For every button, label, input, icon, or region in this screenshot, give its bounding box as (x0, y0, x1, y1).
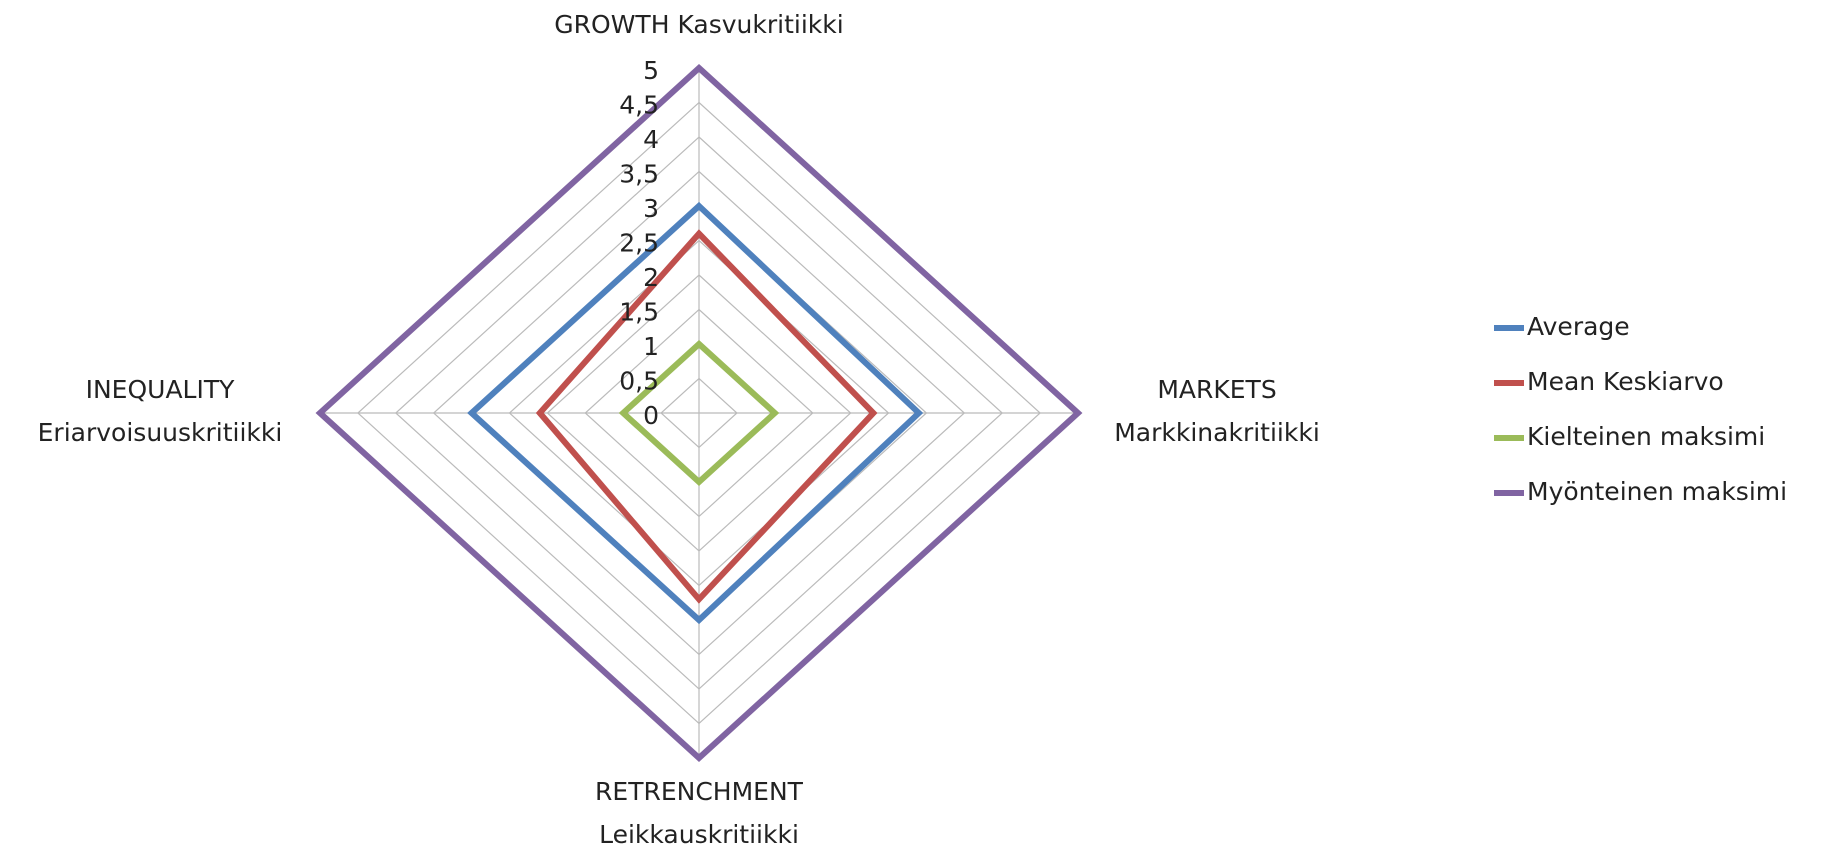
category-label: Leikkauskritiikki (599, 820, 799, 849)
series-line (618, 339, 780, 487)
legend-label: Average (1527, 312, 1630, 341)
category-label: Markkinakritiikki (1114, 418, 1320, 447)
r-tick-label: 3 (643, 194, 659, 223)
legend-label: Kielteinen maksimi (1527, 422, 1765, 451)
r-tick-label: 2,5 (619, 229, 659, 258)
legend-label: Mean Keskiarvo (1527, 367, 1724, 396)
series-line (467, 201, 924, 625)
r-tick-label: 4 (643, 125, 659, 154)
category-label: Eriarvoisuuskritiikki (38, 418, 283, 447)
series-line (315, 63, 1083, 763)
category-label: INEQUALITY (86, 375, 236, 404)
r-tick-label: 1,5 (619, 298, 659, 327)
category-label: GROWTH Kasvukritiikki (554, 10, 843, 39)
r-tick-label: 4,5 (619, 91, 659, 120)
series-line (535, 229, 878, 604)
r-tick-label: 0 (643, 401, 659, 430)
legend-label: Myönteinen maksimi (1527, 477, 1787, 506)
category-label: RETRENCHMENT (595, 777, 804, 806)
r-tick-label: 1 (643, 332, 659, 361)
r-tick-label: 3,5 (619, 160, 659, 189)
r-tick-label: 2 (643, 263, 659, 292)
r-tick-label: 5 (643, 56, 659, 85)
category-label: MARKETS (1157, 375, 1276, 404)
r-tick-label: 0,5 (619, 367, 659, 396)
